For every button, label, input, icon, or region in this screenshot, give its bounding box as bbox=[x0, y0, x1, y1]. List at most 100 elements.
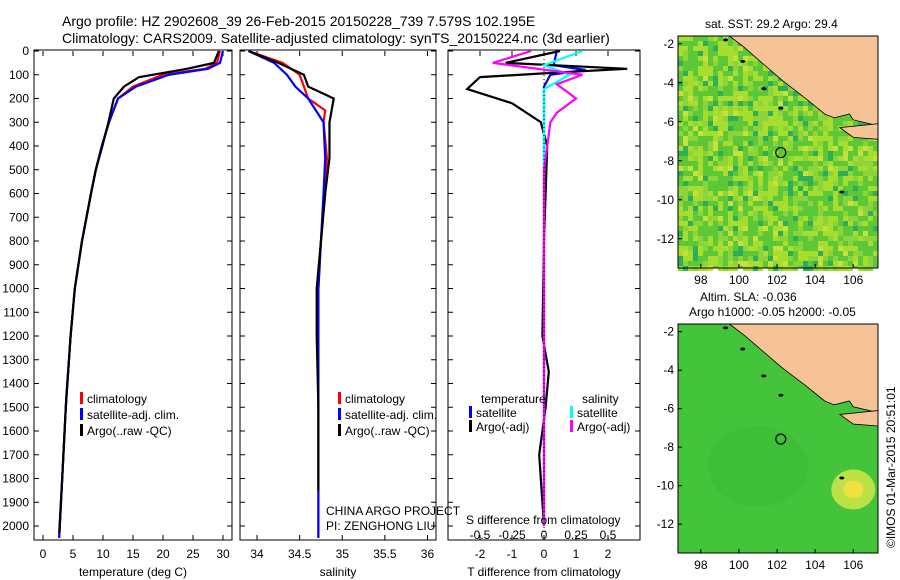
sst-cell bbox=[843, 216, 848, 221]
sst-cell bbox=[718, 236, 723, 241]
sst-cell bbox=[843, 246, 848, 251]
sst-cell bbox=[753, 216, 758, 221]
sst-cell bbox=[868, 261, 873, 266]
sst-cell bbox=[863, 211, 868, 216]
sst-cell bbox=[843, 196, 848, 201]
sst-cell bbox=[763, 226, 768, 231]
sst-cell bbox=[753, 261, 758, 266]
sst-cell bbox=[773, 176, 778, 181]
sst-cell bbox=[798, 256, 803, 261]
sst-cell bbox=[798, 221, 803, 226]
sst-cell bbox=[683, 136, 688, 141]
sst-cell bbox=[753, 246, 758, 251]
sst-cell bbox=[858, 236, 863, 241]
sst-cell bbox=[723, 111, 728, 116]
sst-cell bbox=[758, 131, 763, 136]
sst-cell bbox=[808, 126, 813, 131]
sst-cell bbox=[728, 51, 733, 56]
sst-cell bbox=[713, 61, 718, 66]
sst-cell bbox=[758, 101, 763, 106]
sst-cell bbox=[728, 156, 733, 161]
sst-cell bbox=[718, 226, 723, 231]
sst-cell bbox=[763, 101, 768, 106]
sst-cell bbox=[738, 226, 743, 231]
sst-cell bbox=[788, 161, 793, 166]
sst-cell bbox=[738, 216, 743, 221]
sst-cell bbox=[808, 221, 813, 226]
sst-cell bbox=[833, 146, 838, 151]
sst-cell bbox=[838, 141, 843, 146]
sst-cell bbox=[768, 176, 773, 181]
legend-title-salinity: salinity bbox=[582, 392, 619, 406]
sst-cell bbox=[703, 261, 708, 266]
sst-cell bbox=[798, 216, 803, 221]
sst-cell bbox=[698, 121, 703, 126]
sst-cell bbox=[813, 131, 818, 136]
sst-cell bbox=[793, 236, 798, 241]
sst-lon-label: 102 bbox=[767, 273, 787, 287]
sst-cell bbox=[728, 61, 733, 66]
sst-cell bbox=[793, 201, 798, 206]
sst-cell bbox=[798, 176, 803, 181]
sst-cell bbox=[718, 216, 723, 221]
sst-cell bbox=[818, 221, 823, 226]
diff-xtick-label: -1 bbox=[507, 547, 518, 561]
sst-cell bbox=[733, 41, 738, 46]
sst-cell bbox=[713, 106, 718, 111]
sst-cell bbox=[698, 196, 703, 201]
sst-lon-label: 98 bbox=[694, 273, 708, 287]
sst-argo-position-marker bbox=[775, 146, 787, 159]
sst-cell bbox=[763, 256, 768, 261]
sst-cell bbox=[678, 46, 683, 51]
depth-tick-label: 100 bbox=[9, 68, 29, 82]
sst-cell bbox=[693, 191, 698, 196]
diff-x2tick-label: 0.25 bbox=[564, 528, 588, 542]
sst-cell bbox=[823, 131, 828, 136]
sst-cell bbox=[823, 121, 828, 126]
sst-cell bbox=[818, 181, 823, 186]
sst-cell bbox=[828, 166, 833, 171]
sst-cell bbox=[758, 181, 763, 186]
sst-cell bbox=[708, 211, 713, 216]
sst-cell bbox=[838, 171, 843, 176]
temp-xtick-label: 20 bbox=[156, 547, 170, 561]
sst-cell bbox=[698, 131, 703, 136]
sst-cell bbox=[828, 116, 833, 121]
sst-cell bbox=[813, 171, 818, 176]
sst-cell bbox=[868, 236, 873, 241]
sst-cell bbox=[848, 171, 853, 176]
sst-cell bbox=[758, 186, 763, 191]
sst-cell bbox=[798, 226, 803, 231]
sst-cell bbox=[693, 196, 698, 201]
sst-cell bbox=[803, 216, 808, 221]
sst-cell bbox=[848, 241, 853, 246]
sst-cell bbox=[773, 106, 778, 111]
sst-cell bbox=[853, 196, 858, 201]
sst-cell bbox=[853, 246, 858, 251]
sst-cell bbox=[763, 161, 768, 166]
depth-tick-label: 1200 bbox=[2, 329, 29, 343]
sst-cell bbox=[778, 261, 783, 266]
sst-cell bbox=[743, 131, 748, 136]
sst-lat-label: -2 bbox=[663, 37, 674, 51]
sst-cell bbox=[708, 151, 713, 156]
sst-cell bbox=[698, 251, 703, 256]
sst-cell bbox=[683, 191, 688, 196]
sst-lon-label: 100 bbox=[729, 273, 749, 287]
depth-tick-label: 600 bbox=[9, 187, 29, 201]
sst-cell bbox=[693, 136, 698, 141]
sst-cell bbox=[763, 251, 768, 256]
sst-cell bbox=[718, 201, 723, 206]
sst-cell bbox=[738, 111, 743, 116]
sst-cell bbox=[833, 191, 838, 196]
sst-cell bbox=[763, 211, 768, 216]
sst-cell bbox=[768, 211, 773, 216]
sst-cell bbox=[813, 226, 818, 231]
sst-cell bbox=[748, 66, 753, 71]
sst-cell bbox=[708, 256, 713, 261]
sst-cell bbox=[768, 216, 773, 221]
sst-cell bbox=[753, 211, 758, 216]
sst-cell bbox=[833, 156, 838, 161]
sst-cell bbox=[818, 206, 823, 211]
sst-cell bbox=[783, 201, 788, 206]
